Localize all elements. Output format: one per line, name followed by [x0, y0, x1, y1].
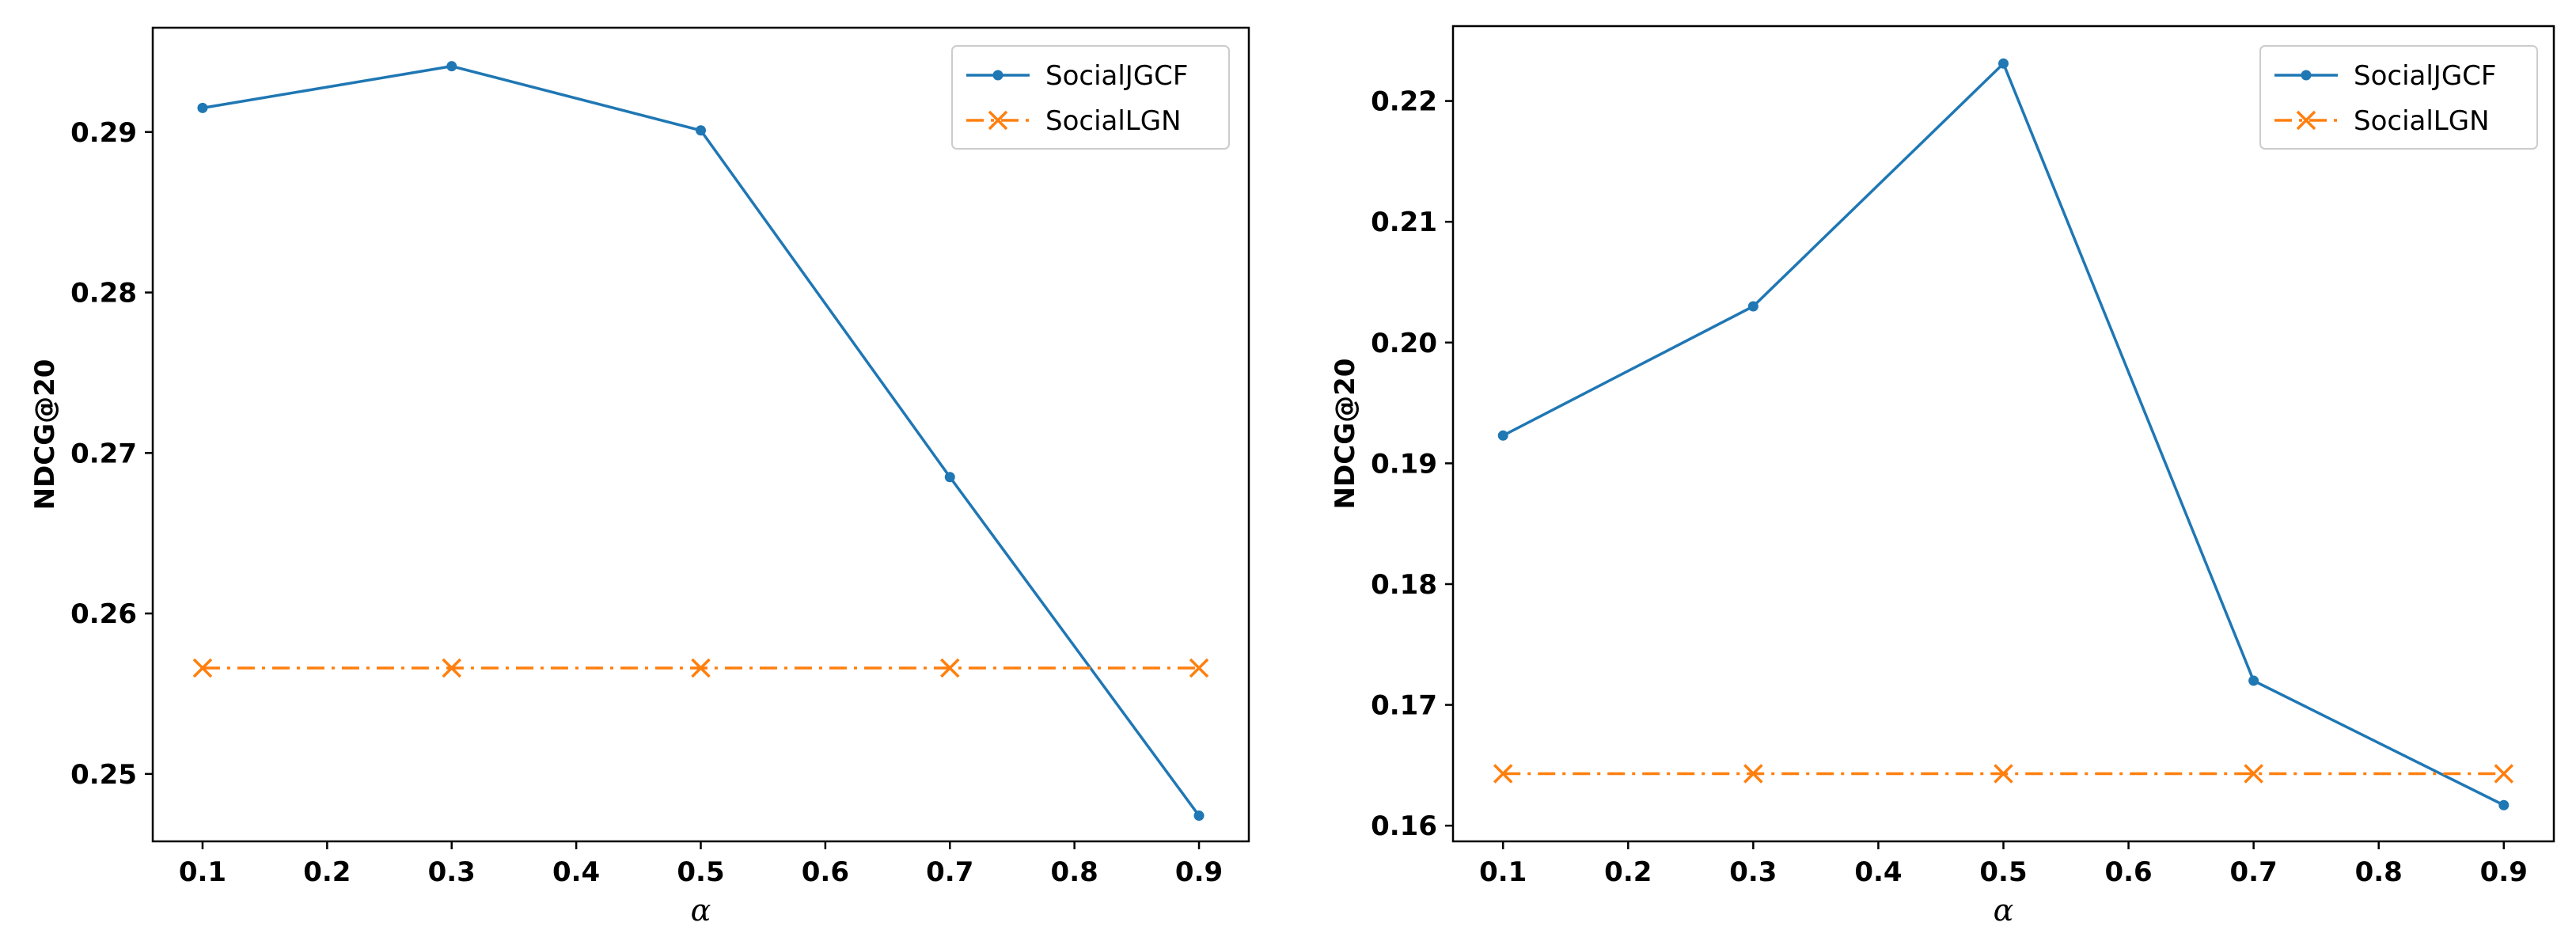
x-tick-label: 0.6 — [2104, 856, 2152, 888]
data-point-sociallgn — [691, 658, 711, 678]
data-point-sociallgn — [192, 658, 213, 678]
data-point-sociallgn — [1994, 764, 2013, 784]
legend-label-sociallgn: SocialLGN — [2354, 105, 2490, 137]
legend-box — [2259, 45, 2538, 150]
legend-marker-sociallgn — [2296, 110, 2316, 131]
x-tick-label: 0.5 — [677, 856, 724, 888]
x-tick-label: 0.6 — [802, 856, 849, 888]
series-line-socialjgcf — [202, 64, 1201, 817]
legend-marker-socialjgcf — [992, 70, 1003, 81]
data-point-sociallgn — [2494, 764, 2514, 784]
y-tick-label: 0.21 — [1371, 207, 1437, 238]
x-tick-label: 0.3 — [428, 856, 476, 888]
chart-right: 0.1 0.2 0.3 0.4 0.5 0.6 0.7 0.8 0.9 0.16 0.17 0.18 0… — [1330, 25, 2555, 928]
y-tick-label: 0.18 — [1371, 569, 1437, 601]
y-tick-label: 0.22 — [1371, 86, 1437, 118]
x-tick-label: 0.4 — [1854, 856, 1902, 888]
legend-marker-socialjgcf — [2301, 70, 2312, 81]
x-axis-label: α — [1994, 893, 2014, 928]
series-line-socialjgcf — [1502, 61, 2505, 807]
data-point-sociallgn — [1493, 764, 1513, 784]
x-tick-label: 0.9 — [1175, 856, 1223, 888]
y-tick-label: 0.27 — [70, 438, 137, 469]
x-tick-label: 0.1 — [1479, 856, 1527, 888]
legend-label-socialjgcf: SocialJGCF — [1045, 60, 1188, 92]
y-axis-label: NDCG@20 — [1330, 359, 1361, 510]
data-point-socialjgcf — [1193, 810, 1205, 822]
data-point-sociallgn — [1743, 764, 1763, 784]
x-tick-label: 0.9 — [2480, 856, 2528, 888]
data-point-sociallgn — [2244, 764, 2263, 784]
legend-label-socialjgcf: SocialJGCF — [2354, 60, 2496, 92]
legend-label-sociallgn: SocialLGN — [1045, 105, 1182, 137]
y-tick-label: 0.28 — [70, 278, 137, 309]
y-axis-label: NDCG@20 — [29, 359, 61, 511]
y-tick-label: 0.29 — [70, 117, 137, 149]
chart-left: 0.1 0.2 0.3 0.4 0.5 0.6 0.7 0.8 0.9 0.25 0.26 0.27 0… — [29, 26, 1250, 928]
x-tick-label: 0.4 — [552, 856, 600, 888]
data-point-socialjgcf — [944, 472, 955, 483]
y-tick-label: 0.16 — [1371, 810, 1437, 842]
data-point-sociallgn — [940, 658, 960, 678]
x-tick-label: 0.7 — [926, 856, 973, 888]
data-point-socialjgcf — [1747, 301, 1758, 312]
data-point-sociallgn — [442, 658, 461, 678]
x-tick-label: 0.8 — [1051, 856, 1098, 888]
y-tick-label: 0.17 — [1371, 690, 1437, 722]
y-tick-label: 0.20 — [1371, 328, 1437, 359]
data-point-sociallgn — [1189, 658, 1209, 678]
x-tick-label: 0.2 — [303, 856, 351, 888]
x-tick-label: 0.8 — [2355, 856, 2403, 888]
x-tick-label: 0.7 — [2230, 856, 2278, 888]
data-point-socialjgcf — [2498, 799, 2510, 810]
x-axis-label: α — [691, 893, 711, 928]
data-point-socialjgcf — [2248, 675, 2259, 686]
y-tick-label: 0.26 — [70, 598, 137, 630]
data-point-socialjgcf — [197, 102, 208, 113]
data-point-socialjgcf — [696, 125, 706, 136]
y-tick-label: 0.25 — [70, 759, 137, 791]
y-tick-label: 0.19 — [1371, 448, 1437, 480]
legend-box — [951, 45, 1230, 150]
x-tick-label: 0.3 — [1729, 856, 1777, 888]
x-tick-label: 0.2 — [1604, 856, 1652, 888]
data-point-socialjgcf — [1998, 58, 2009, 69]
plot-frame — [151, 26, 1250, 843]
x-tick-label: 0.1 — [179, 856, 226, 888]
legend-marker-sociallgn — [988, 110, 1008, 131]
x-tick-label: 0.5 — [1979, 856, 2027, 888]
data-point-socialjgcf — [1497, 430, 1508, 441]
data-point-socialjgcf — [446, 61, 457, 72]
